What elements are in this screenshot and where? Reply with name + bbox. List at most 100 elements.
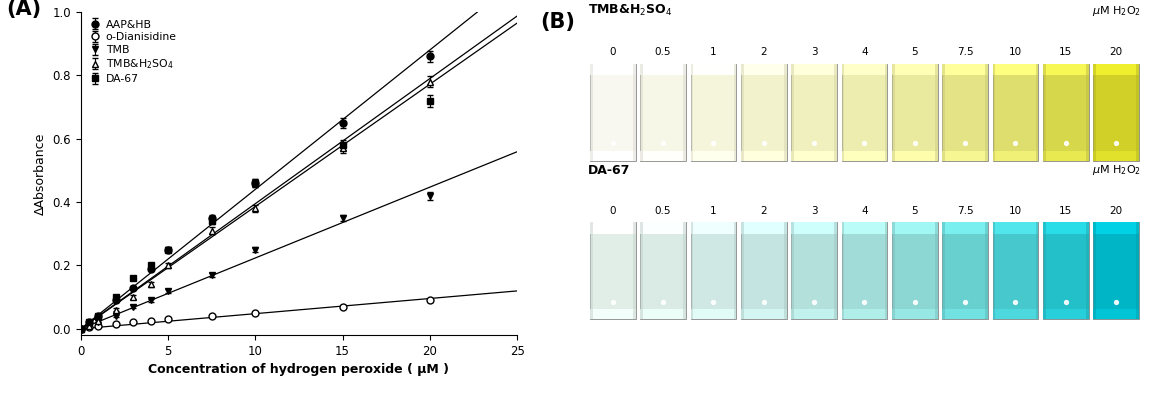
Bar bbox=[1093, 64, 1139, 75]
Bar bbox=[942, 64, 945, 161]
Bar bbox=[741, 64, 744, 161]
Bar bbox=[791, 64, 794, 161]
Bar bbox=[993, 64, 1039, 75]
Bar bbox=[892, 222, 937, 319]
Bar bbox=[1043, 151, 1088, 161]
Bar bbox=[942, 222, 988, 319]
Bar bbox=[691, 222, 737, 319]
Bar bbox=[993, 151, 1039, 161]
Bar bbox=[640, 309, 686, 319]
Bar bbox=[892, 64, 937, 75]
Text: 10: 10 bbox=[1009, 205, 1022, 215]
Text: 1: 1 bbox=[710, 47, 717, 57]
Bar bbox=[892, 64, 895, 161]
Bar bbox=[985, 222, 988, 319]
Bar bbox=[590, 151, 635, 161]
Bar bbox=[733, 222, 737, 319]
Bar bbox=[791, 222, 837, 319]
Text: 10: 10 bbox=[1009, 47, 1022, 57]
Bar bbox=[791, 64, 837, 75]
Bar bbox=[590, 222, 635, 234]
Bar bbox=[784, 222, 786, 319]
Bar bbox=[741, 222, 786, 234]
Bar bbox=[1043, 222, 1046, 319]
Bar bbox=[741, 222, 786, 319]
Bar bbox=[1093, 222, 1097, 319]
Bar bbox=[640, 64, 643, 161]
Text: 15: 15 bbox=[1060, 205, 1072, 215]
Bar bbox=[1093, 222, 1139, 234]
Text: 0.5: 0.5 bbox=[655, 47, 671, 57]
Bar bbox=[633, 222, 635, 319]
Bar bbox=[842, 151, 888, 161]
Bar bbox=[942, 64, 988, 75]
Bar bbox=[993, 64, 995, 161]
Bar bbox=[691, 151, 737, 161]
Bar bbox=[590, 222, 635, 319]
Text: 0: 0 bbox=[610, 47, 616, 57]
Bar bbox=[741, 309, 786, 319]
Text: (A): (A) bbox=[7, 0, 42, 19]
Bar bbox=[993, 64, 1039, 161]
Bar bbox=[842, 64, 888, 75]
Text: 1: 1 bbox=[710, 205, 717, 215]
Bar bbox=[791, 151, 837, 161]
Bar bbox=[892, 309, 937, 319]
Bar bbox=[1035, 64, 1039, 161]
Bar bbox=[791, 64, 837, 161]
Text: $\mu$M H$_2$O$_2$: $\mu$M H$_2$O$_2$ bbox=[1092, 163, 1141, 177]
Bar bbox=[684, 64, 686, 161]
Bar bbox=[993, 222, 1039, 234]
Bar bbox=[691, 222, 693, 319]
Bar bbox=[640, 151, 686, 161]
Text: 4: 4 bbox=[861, 205, 868, 215]
Bar bbox=[691, 64, 693, 161]
Text: 3: 3 bbox=[811, 205, 817, 215]
Text: 15: 15 bbox=[1060, 47, 1072, 57]
Y-axis label: ΔAbsorbance: ΔAbsorbance bbox=[33, 132, 47, 215]
Bar bbox=[942, 222, 988, 234]
Bar bbox=[1093, 64, 1097, 161]
Bar bbox=[935, 222, 937, 319]
Bar bbox=[1136, 64, 1139, 161]
Bar bbox=[640, 64, 686, 161]
Bar bbox=[784, 64, 786, 161]
Text: (B): (B) bbox=[541, 12, 575, 32]
Bar bbox=[640, 222, 686, 234]
Bar bbox=[834, 64, 837, 161]
Bar bbox=[590, 64, 635, 161]
Bar bbox=[1043, 64, 1046, 161]
Text: 0.5: 0.5 bbox=[655, 205, 671, 215]
Bar bbox=[842, 222, 888, 319]
Text: 7.5: 7.5 bbox=[957, 47, 973, 57]
Bar bbox=[993, 222, 995, 319]
Bar bbox=[942, 64, 988, 161]
Bar bbox=[1093, 222, 1139, 319]
Bar bbox=[691, 309, 737, 319]
Text: 2: 2 bbox=[761, 47, 767, 57]
Bar bbox=[741, 222, 744, 319]
Text: 5: 5 bbox=[912, 47, 918, 57]
Bar bbox=[733, 64, 737, 161]
Bar bbox=[691, 64, 737, 161]
Text: TMB&H$_2$SO$_4$: TMB&H$_2$SO$_4$ bbox=[588, 3, 672, 18]
Bar bbox=[1043, 64, 1088, 161]
Text: 2: 2 bbox=[761, 205, 767, 215]
Text: 3: 3 bbox=[811, 47, 817, 57]
Bar bbox=[791, 222, 794, 319]
Bar bbox=[993, 309, 1039, 319]
Bar bbox=[633, 64, 635, 161]
Bar bbox=[1093, 64, 1139, 161]
Bar bbox=[1136, 222, 1139, 319]
Bar bbox=[884, 222, 888, 319]
Bar bbox=[791, 309, 837, 319]
Bar bbox=[1035, 222, 1039, 319]
Bar bbox=[942, 222, 945, 319]
Legend: AAP&HB, o-Dianisidine, TMB, TMB&H$_2$SO$_4$, DA-67: AAP&HB, o-Dianisidine, TMB, TMB&H$_2$SO$… bbox=[86, 18, 179, 86]
Text: 7.5: 7.5 bbox=[957, 205, 973, 215]
Bar bbox=[892, 64, 937, 161]
Bar bbox=[590, 309, 635, 319]
Bar bbox=[942, 309, 988, 319]
Bar bbox=[935, 64, 937, 161]
X-axis label: Concentration of hydrogen peroxide ( μM ): Concentration of hydrogen peroxide ( μM … bbox=[149, 363, 450, 376]
